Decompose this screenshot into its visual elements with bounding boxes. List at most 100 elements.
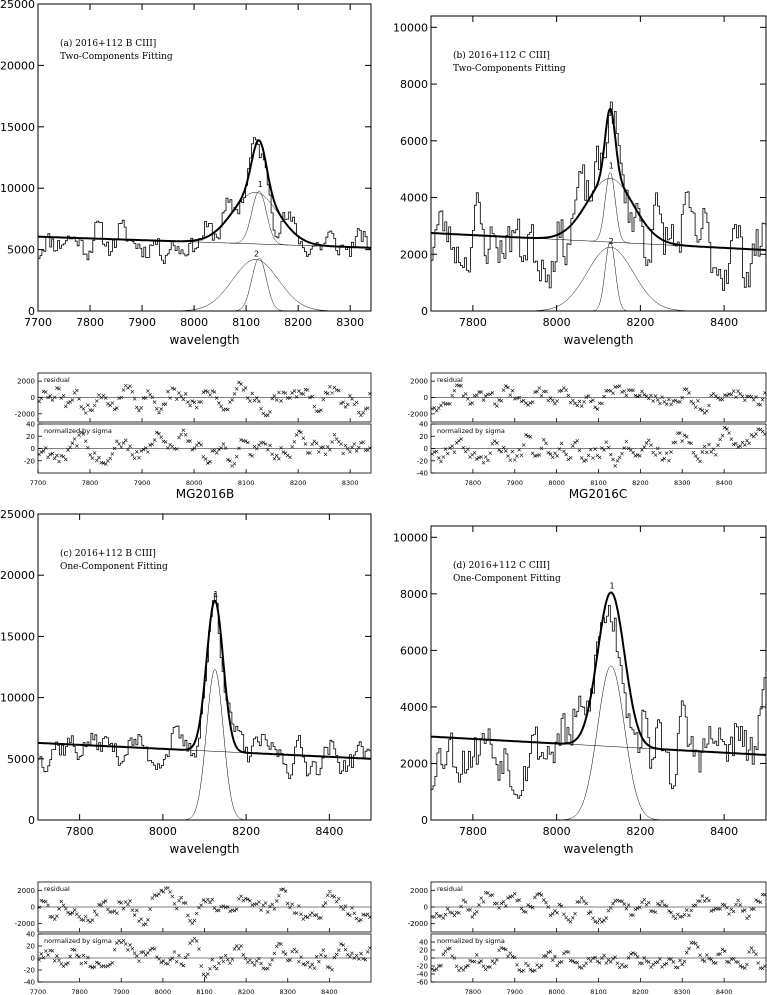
residual-x-tick-label: 8200: [290, 479, 307, 487]
y-tick-label: 2000: [17, 378, 35, 386]
residual-label: residual: [44, 885, 70, 893]
y-tick-label: 10000: [393, 531, 428, 544]
plot-frame: [37, 513, 372, 821]
y-tick-label: -40: [417, 470, 428, 478]
residual-panel: residual 2000 0 -2000: [408, 881, 767, 933]
x-tick-label: 8000: [180, 316, 208, 329]
x-tick-label: 7800: [459, 316, 487, 329]
y-tick-label: 15000: [0, 630, 35, 643]
y-tick-label: 0: [421, 305, 428, 318]
y-tick-label: 8000: [400, 588, 428, 601]
y-tick-label: -20: [417, 963, 428, 971]
y-tick-label: 5000: [7, 753, 35, 766]
panel-caption: MG2016C: [569, 487, 628, 501]
x-tick-label: 7700: [24, 316, 52, 329]
y-tick-label: 20: [419, 433, 428, 441]
y-tick-label: 15000: [0, 121, 35, 134]
y-tick-label: -2000: [15, 920, 35, 928]
component-plus-continuum-2: [163, 192, 348, 248]
plot-frame: [430, 15, 767, 312]
panel-subannotation: One-Component Fitting: [453, 574, 561, 584]
total-model-fit: [431, 107, 766, 251]
y-tick-label: -20: [24, 967, 35, 975]
residual-x-tick-label: 8100: [590, 479, 607, 487]
x-tick-label: 8100: [232, 316, 260, 329]
x-axis-label: wavelength: [170, 842, 240, 856]
y-tick-label: 10000: [393, 21, 428, 34]
normalized-points: [37, 428, 372, 468]
residual-x-tick-label: 8100: [196, 988, 213, 995]
normalized-panel: normalized by sigma 40 20 0 -20 -40: [24, 931, 372, 987]
residual-label: residual: [437, 885, 463, 893]
y-tick-label: 10000: [0, 692, 35, 705]
x-tick-label: 8400: [315, 825, 343, 838]
residual-x-tick-label: 8000: [548, 479, 565, 487]
y-tick-label: 40: [26, 421, 35, 429]
y-tick-label: 20000: [0, 569, 35, 582]
residual-points: [430, 890, 767, 925]
panel-subannotation: Two-Components Fitting: [453, 64, 566, 74]
x-tick-label: 8200: [626, 316, 654, 329]
residual-x-tick-label: 8000: [155, 988, 172, 995]
residual-x-tick-label: 8300: [279, 988, 296, 995]
normalized-points: [430, 425, 767, 468]
y-tick-label: 40: [26, 931, 35, 939]
y-tick-label: 6000: [400, 644, 428, 657]
y-tick-label: 0: [424, 394, 428, 402]
y-tick-label: -60: [417, 979, 428, 987]
residual-x-tick-label: 7700: [30, 479, 47, 487]
residual-x-tick-label: 8200: [238, 988, 255, 995]
y-tick-label: 20: [26, 943, 35, 951]
y-tick-label: -40: [24, 979, 35, 987]
component-plus-continuum-1: [230, 190, 289, 246]
chart-panel-d: 0 2000 4000 6000 8000 10000 7800 8000 8200 8400 wa…: [393, 525, 767, 995]
normalized-label: normalized by sigma: [44, 427, 112, 435]
component-label: 2: [609, 237, 614, 246]
panel-subannotation: One-Component Fitting: [60, 562, 168, 572]
y-tick-label: -2000: [408, 410, 428, 418]
residual-x-tick-label: 8200: [632, 988, 649, 995]
y-tick-label: 0: [424, 955, 428, 963]
x-tick-label: 8400: [710, 316, 738, 329]
y-tick-label: 10000: [0, 182, 35, 195]
residual-panel: residual 2000 0 -2000: [408, 372, 767, 423]
normalized-label: normalized by sigma: [437, 427, 505, 435]
x-tick-label: 7800: [76, 316, 104, 329]
x-tick-label: 8200: [284, 316, 312, 329]
y-tick-label: 2000: [400, 757, 428, 770]
normalized-panel: normalized by sigma 40 20 0 -20 -40: [417, 421, 767, 478]
gaussian-component-1: [544, 665, 679, 821]
gaussian-component-1: [173, 669, 257, 821]
residual-points: [430, 383, 767, 415]
gaussian-component-2: [141, 259, 370, 312]
residual-x-tick-label: 7900: [113, 988, 130, 995]
gaussian-component-1: [222, 257, 296, 312]
residual-x-tick-label: 8300: [674, 479, 691, 487]
y-tick-label: 5000: [7, 244, 35, 257]
y-tick-label: 20: [26, 433, 35, 441]
residual-x-tick-label: 7900: [134, 479, 151, 487]
residual-x-tick-label: 7800: [465, 988, 482, 995]
x-tick-label: 8000: [543, 825, 571, 838]
panel-caption: MG2016B: [176, 487, 234, 501]
y-tick-label: -2000: [15, 410, 35, 418]
y-tick-label: 4000: [400, 701, 428, 714]
x-tick-label: 8000: [149, 825, 177, 838]
residual-x-tick-label: 8300: [674, 988, 691, 995]
residual-x-tick-label: 8400: [716, 988, 733, 995]
residual-x-tick-label: 8400: [321, 988, 338, 995]
total-model-fit: [38, 600, 371, 760]
x-tick-label: 7800: [459, 825, 487, 838]
component-plus-continuum-1: [181, 600, 249, 754]
x-axis-label: wavelength: [564, 842, 634, 856]
y-tick-label: 25000: [0, 508, 35, 521]
y-tick-label: 6000: [400, 135, 428, 148]
residual-points: [37, 380, 372, 418]
normalized-label: normalized by sigma: [44, 937, 112, 945]
gaussian-component-2: [495, 246, 726, 312]
residual-x-tick-label: 7700: [30, 988, 47, 995]
y-tick-label: 0: [31, 394, 35, 402]
